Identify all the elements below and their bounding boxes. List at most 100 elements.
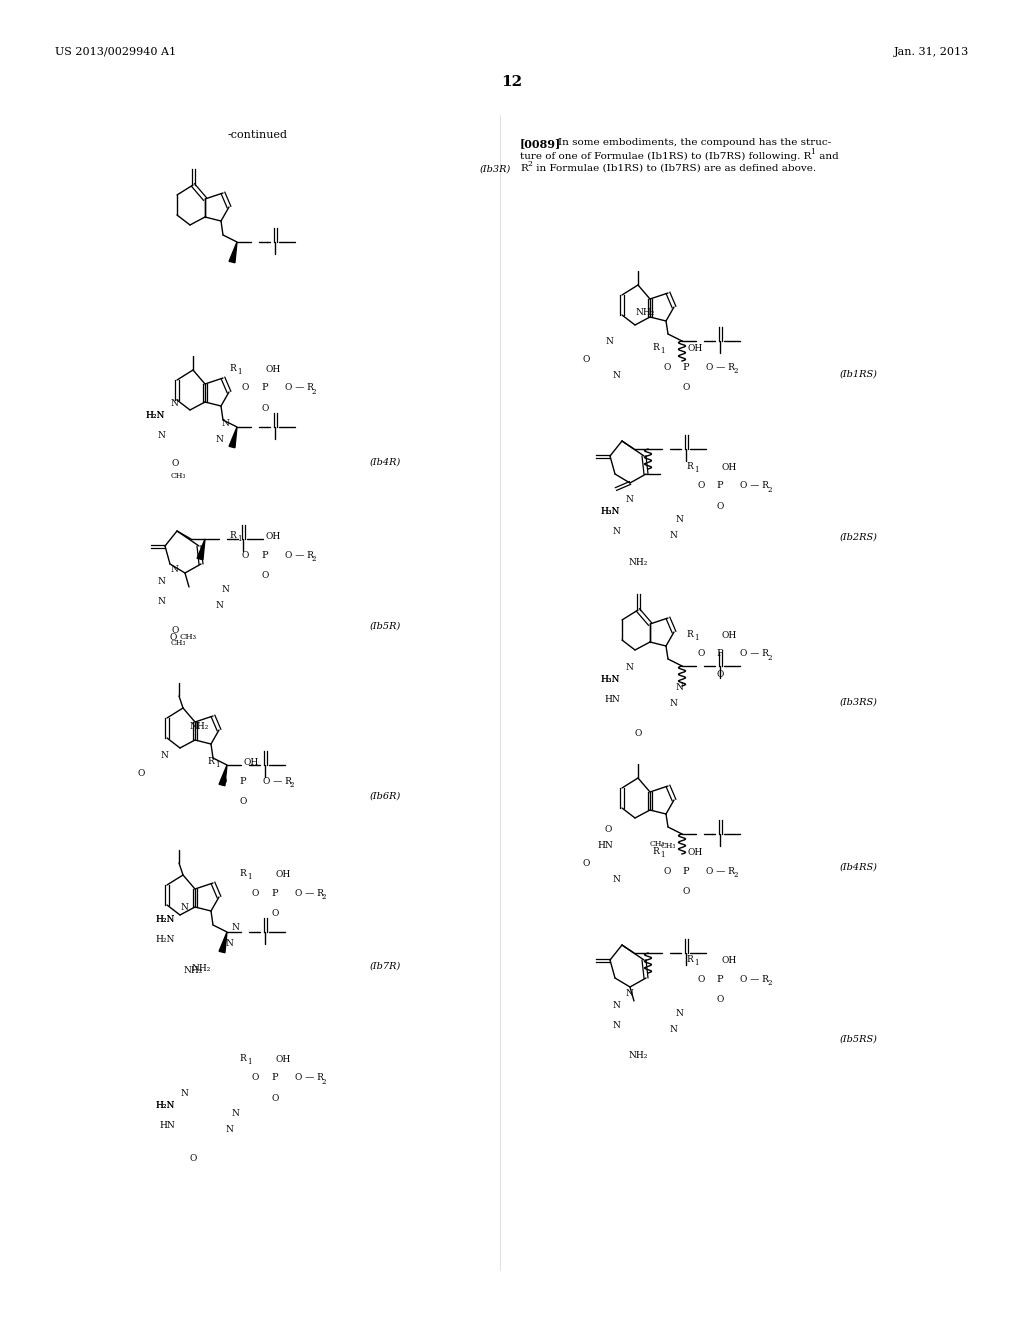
Text: O: O <box>242 384 250 392</box>
Text: O: O <box>717 671 724 678</box>
Text: O — R: O — R <box>285 550 314 560</box>
Text: P: P <box>682 363 688 371</box>
Text: OH: OH <box>687 847 702 857</box>
Text: ture of one of Formulae (Ib1RS) to (Ib7RS) following. R: ture of one of Formulae (Ib1RS) to (Ib7R… <box>520 152 811 161</box>
Text: HN: HN <box>597 842 613 850</box>
Text: 1: 1 <box>215 762 219 770</box>
Text: (Ib7R): (Ib7R) <box>370 962 401 972</box>
Text: O: O <box>252 1073 259 1082</box>
Text: (Ib4R): (Ib4R) <box>370 458 401 467</box>
Text: H₃N: H₃N <box>601 507 620 516</box>
Text: P: P <box>716 482 723 491</box>
Text: N: N <box>157 430 165 440</box>
Text: (Ib3RS): (Ib3RS) <box>840 698 878 708</box>
Text: HN: HN <box>604 696 620 705</box>
Text: (Ib3R): (Ib3R) <box>480 165 511 174</box>
Text: US 2013/0029940 A1: US 2013/0029940 A1 <box>55 48 176 57</box>
Text: R: R <box>686 630 693 639</box>
Text: O: O <box>583 859 590 869</box>
Text: OH: OH <box>687 345 702 352</box>
Text: N: N <box>231 924 239 932</box>
Text: O: O <box>271 1094 279 1104</box>
Text: N: N <box>676 516 684 524</box>
Text: -continued: -continued <box>228 129 288 140</box>
Text: N: N <box>215 434 223 444</box>
Text: H₂N: H₂N <box>145 411 165 420</box>
Text: 2: 2 <box>290 781 295 789</box>
Text: CH₃: CH₃ <box>170 639 185 647</box>
Text: N: N <box>605 338 613 346</box>
Text: (Ib1RS): (Ib1RS) <box>840 370 878 379</box>
Text: O: O <box>697 649 705 659</box>
Text: R: R <box>239 1053 246 1063</box>
Text: N: N <box>225 940 232 949</box>
Text: NH₂: NH₂ <box>183 966 203 975</box>
Text: N: N <box>157 578 165 586</box>
Text: H₂N: H₂N <box>156 1101 175 1110</box>
Text: 1: 1 <box>694 634 698 642</box>
Text: N: N <box>670 532 678 540</box>
Polygon shape <box>229 242 237 263</box>
Text: 1: 1 <box>247 1059 252 1067</box>
Text: O — R: O — R <box>295 1073 324 1082</box>
Text: (Ib4RS): (Ib4RS) <box>840 863 878 873</box>
Text: N: N <box>157 598 165 606</box>
Text: O: O <box>697 482 705 491</box>
Text: (Ib6R): (Ib6R) <box>370 792 401 801</box>
Text: O — R: O — R <box>740 974 769 983</box>
Text: O: O <box>169 632 177 642</box>
Text: N: N <box>215 602 223 610</box>
Text: P: P <box>271 888 278 898</box>
Text: R: R <box>686 954 693 964</box>
Text: R: R <box>686 462 693 471</box>
Text: R: R <box>520 164 527 173</box>
Text: O: O <box>242 550 250 560</box>
Text: O: O <box>682 383 690 392</box>
Text: N: N <box>612 371 620 380</box>
Text: N: N <box>676 1008 684 1018</box>
Text: P: P <box>271 1073 278 1082</box>
Text: H₂N: H₂N <box>156 936 175 945</box>
Text: in Formulae (Ib1RS) to (Ib7RS) are as defined above.: in Formulae (Ib1RS) to (Ib7RS) are as de… <box>534 164 816 173</box>
Text: 1: 1 <box>247 873 252 880</box>
Text: N: N <box>170 565 178 574</box>
Text: 2: 2 <box>767 653 771 663</box>
Text: O: O <box>663 363 671 371</box>
Text: R: R <box>652 343 658 352</box>
Text: O: O <box>137 770 145 779</box>
Text: CH₃: CH₃ <box>662 842 677 850</box>
Text: (Ib5R): (Ib5R) <box>370 622 401 631</box>
Text: R: R <box>229 531 236 540</box>
Text: R: R <box>239 869 246 878</box>
Text: OH: OH <box>266 366 282 374</box>
Text: (Ib2RS): (Ib2RS) <box>840 533 878 543</box>
Text: N: N <box>170 399 178 408</box>
Text: N: N <box>625 495 633 504</box>
Text: N: N <box>225 1125 232 1134</box>
Text: N: N <box>670 1024 678 1034</box>
Text: H₂N: H₂N <box>156 1101 175 1110</box>
Text: N: N <box>231 1109 239 1118</box>
Text: 1: 1 <box>237 535 242 543</box>
Text: NH₂: NH₂ <box>629 558 648 568</box>
Text: N: N <box>625 989 633 998</box>
Text: N: N <box>221 418 229 428</box>
Text: H₃N: H₃N <box>601 676 620 685</box>
Text: P: P <box>682 866 688 875</box>
Text: OH: OH <box>276 1055 291 1064</box>
Text: N: N <box>612 528 620 536</box>
Text: N: N <box>180 1089 188 1097</box>
Text: N: N <box>612 1001 620 1010</box>
Text: 2: 2 <box>733 871 737 879</box>
Text: O: O <box>682 887 690 896</box>
Text: O — R: O — R <box>706 866 735 875</box>
Text: OH: OH <box>721 956 736 965</box>
Text: O: O <box>171 459 178 469</box>
Text: N: N <box>180 903 188 912</box>
Text: 2: 2 <box>312 554 316 564</box>
Text: O: O <box>261 404 268 413</box>
Text: H₃N: H₃N <box>601 676 620 685</box>
Text: 2: 2 <box>733 367 737 375</box>
Text: H₂N: H₂N <box>145 411 165 420</box>
Text: O: O <box>189 1154 197 1163</box>
